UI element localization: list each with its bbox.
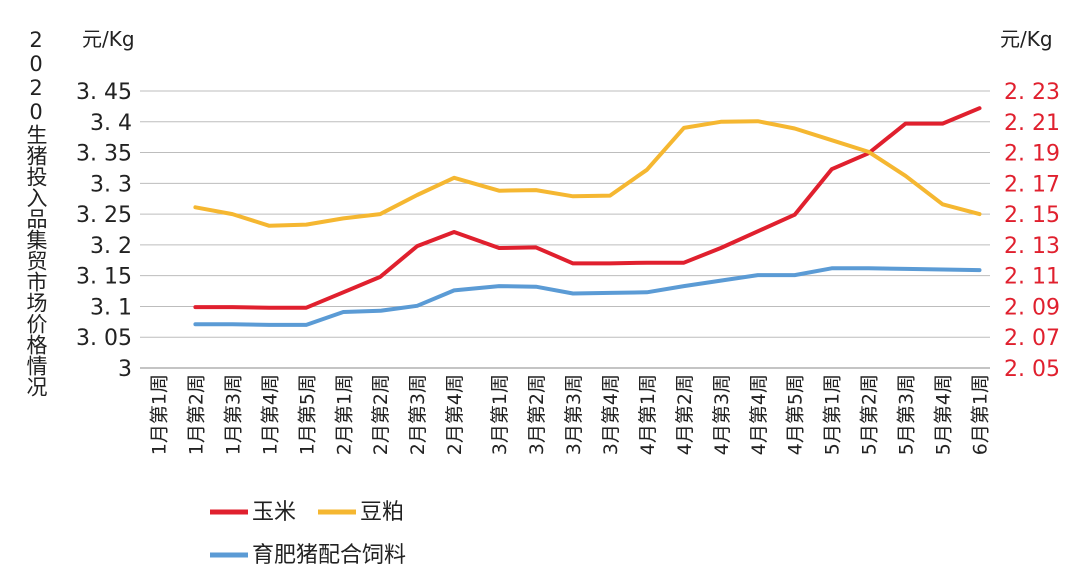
right-tick-label: 2. 13 (1004, 234, 1060, 259)
x-tick-label: 4月第2周 (674, 374, 696, 455)
right-tick-label: 2. 19 (1004, 142, 1060, 167)
x-tick-label: 4月第5周 (785, 374, 807, 455)
right-tick-label: 2. 23 (1004, 80, 1060, 105)
x-tick-label: 5月第1周 (822, 374, 844, 455)
left-tick-label: 3 (118, 357, 132, 382)
right-tick-label: 2. 07 (1004, 326, 1060, 351)
x-tick-label: 5月第4周 (933, 374, 955, 455)
left-tick-label: 3. 2 (90, 234, 132, 259)
x-tick-label: 1月第4周 (259, 374, 281, 455)
right-axis-ticks: 2. 05 2. 07 2. 09 2. 11 2. 13 2. 15 2. 17 2. 19… (1004, 80, 1060, 382)
x-tick-label: 4月第1周 (637, 374, 659, 455)
x-tick-label: 2月第1周 (333, 374, 355, 455)
x-tick-label: 5月第2周 (859, 374, 881, 455)
x-tick-label: 3月第2周 (526, 374, 548, 455)
x-tick-label: 6月第1周 (970, 374, 992, 455)
x-tick-label: 1月第3周 (222, 374, 244, 455)
legend-label-豆粕: 豆粕 (360, 500, 404, 525)
left-tick-label: 3. 15 (76, 265, 132, 290)
right-tick-label: 2. 17 (1004, 172, 1060, 197)
right-tick-label: 2. 21 (1004, 111, 1060, 136)
x-tick-label: 2月第4周 (444, 374, 466, 455)
x-axis-labels: 1月第1周 1月第2周 1月第3周 1月第4周 1月第5周 2月第1周 2月第2周 2月第3周… (148, 374, 991, 455)
left-tick-label: 3. 3 (90, 172, 132, 197)
right-tick-label: 2. 11 (1004, 265, 1060, 290)
x-tick-label: 1月第2周 (185, 374, 207, 455)
right-axis-unit: 元/Kg (1000, 27, 1053, 51)
series-line-豆粕 (193, 119, 982, 228)
side-title: 2020生猪投入品集贸市场价格情况 (24, 28, 48, 397)
left-tick-label: 3. 05 (76, 326, 132, 351)
left-axis-ticks: 3 3. 05 3. 1 3. 15 3. 2 3. 25 3. 3 3. 35 3. 4 3. … (76, 80, 132, 382)
x-tick-label: 2月第3周 (407, 374, 429, 455)
left-axis-unit: 元/Kg (82, 27, 135, 51)
x-tick-label: 1月第5周 (296, 374, 318, 455)
right-tick-label: 2. 05 (1004, 357, 1060, 382)
right-tick-label: 2. 09 (1004, 295, 1060, 320)
x-tick-label: 5月第3周 (896, 374, 918, 455)
x-tick-label: 3月第1周 (489, 374, 511, 455)
left-tick-label: 3. 1 (90, 295, 132, 320)
series-line-育肥猪配合饲料 (193, 266, 982, 327)
left-tick-label: 3. 35 (76, 142, 132, 167)
legend-label-玉米: 玉米 (252, 500, 296, 525)
series-lines (193, 106, 982, 327)
x-tick-label: 1月第1周 (148, 374, 170, 455)
legend-label-育肥猪配合饲料: 育肥猪配合饲料 (252, 543, 406, 568)
left-tick-label: 3. 45 (76, 80, 132, 105)
x-tick-label: 4月第3周 (711, 374, 733, 455)
x-tick-label: 4月第4周 (748, 374, 770, 455)
left-tick-label: 3. 25 (76, 203, 132, 228)
right-tick-label: 2. 15 (1004, 203, 1060, 228)
x-tick-label: 2月第2周 (370, 374, 392, 455)
left-tick-label: 3. 4 (90, 111, 132, 136)
x-tick-label: 3月第3周 (563, 374, 585, 455)
series-line-玉米 (193, 106, 982, 310)
x-tick-label: 3月第4周 (600, 374, 622, 455)
